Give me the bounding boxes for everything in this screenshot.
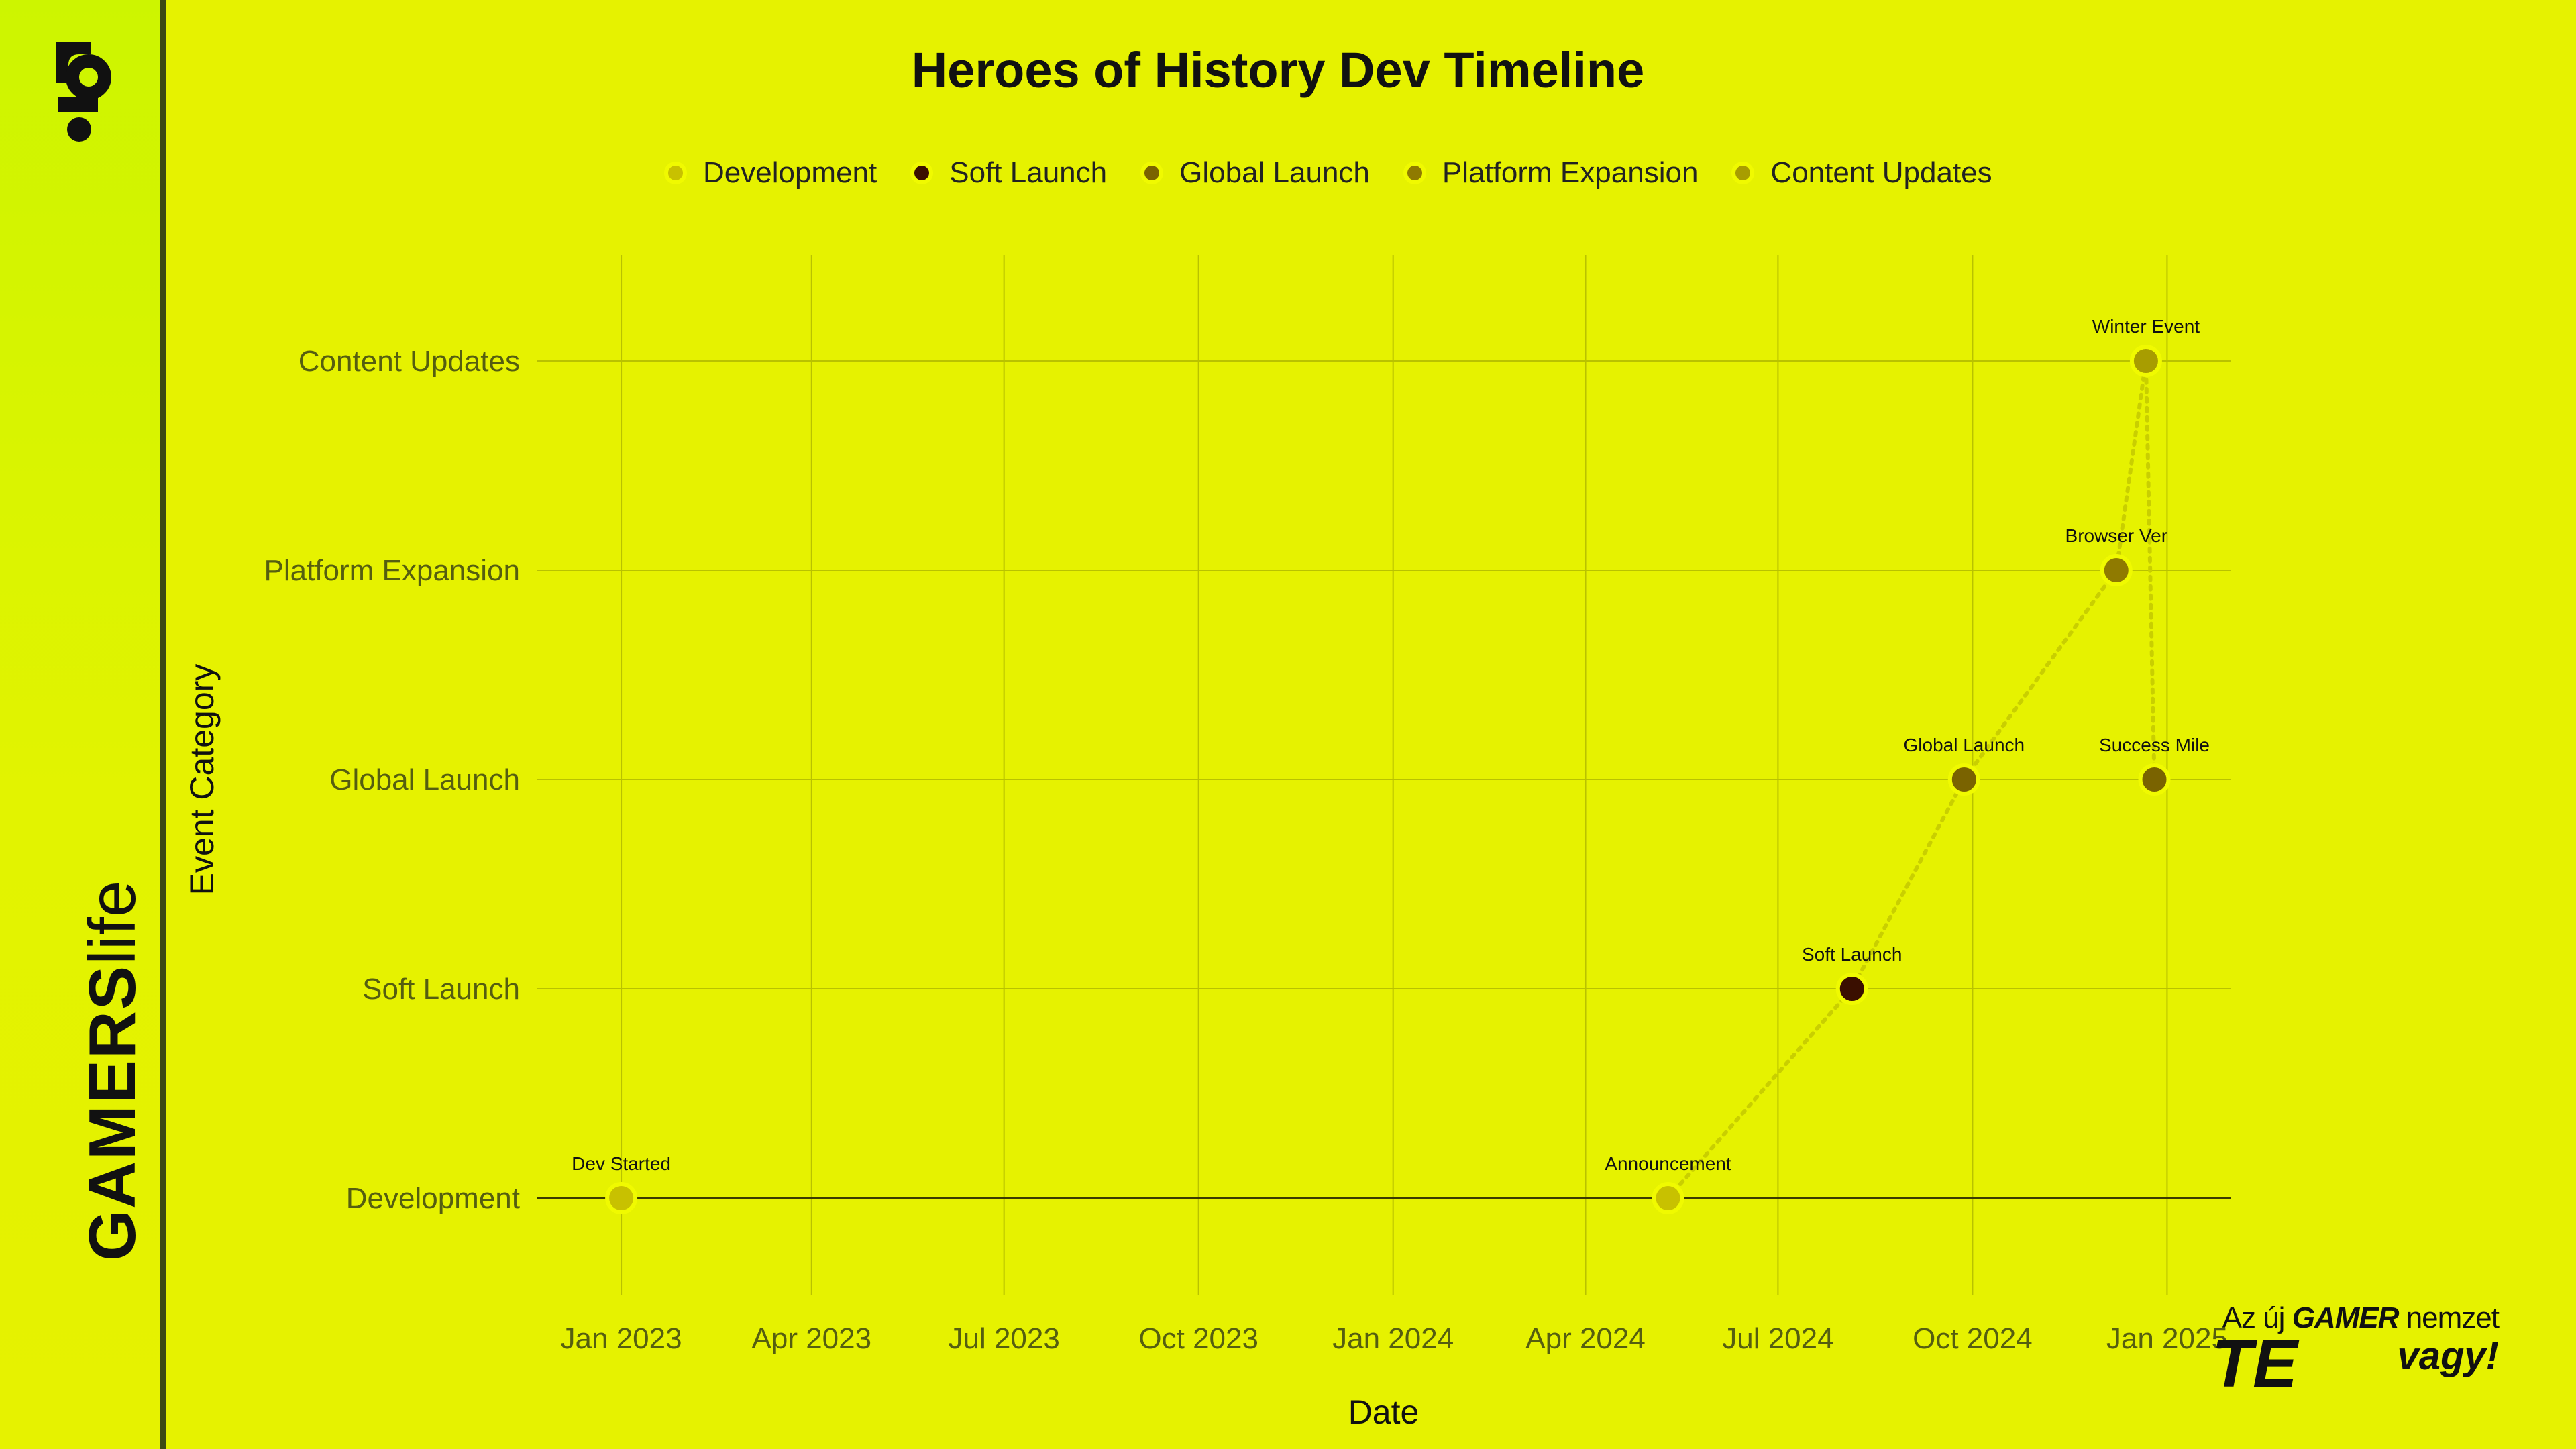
slogan-line: Az új GAMER nemzet — [2222, 1301, 2500, 1335]
y-tick-label: Platform Expansion — [264, 554, 520, 587]
point-label-winter-event: Winter Event — [2092, 316, 2200, 337]
point-soft-launch — [1835, 973, 1868, 1005]
point-label-success-mile: Success Mile — [2099, 735, 2210, 755]
legend-item-soft-launch: Soft Launch — [910, 156, 1107, 190]
point-announcement — [1652, 1182, 1684, 1214]
x-tick-label: Apr 2024 — [1525, 1322, 1646, 1355]
gamerslife-logo-icon — [56, 42, 111, 142]
y-tick-label: Soft Launch — [362, 973, 520, 1006]
y-tick-label: Content Updates — [299, 345, 520, 378]
x-axis-title: Date — [1348, 1393, 1419, 1431]
point-label-announcement: Announcement — [1605, 1153, 1731, 1174]
point-browser-ver — [2100, 554, 2133, 586]
legend-item-content-updates: Content Updates — [1731, 156, 1992, 190]
legend-swatch-development — [664, 162, 687, 184]
legend-item-development: Development — [664, 156, 877, 190]
slogan-te: TE — [2212, 1326, 2298, 1401]
legend-item-platform-expansion: Platform Expansion — [1403, 156, 1699, 190]
slogan-prefix: Az új — [2222, 1301, 2286, 1334]
slogan-suffix: nemzet — [2406, 1301, 2500, 1334]
chart-legend: Development Soft Launch Global Launch Platf… — [664, 153, 2026, 193]
legend-swatch-soft-launch — [910, 162, 934, 184]
point-winter-event — [2129, 345, 2162, 377]
x-tick-label: Jan 2024 — [1332, 1322, 1454, 1355]
sidebar: GAMERSlife — [0, 0, 166, 1449]
legend-swatch-platform-expansion — [1403, 162, 1426, 184]
point-label-browser-ver: Browser Ver — [2065, 525, 2168, 546]
x-tick-label: Jul 2024 — [1722, 1322, 1833, 1355]
legend-swatch-content-updates — [1731, 162, 1755, 184]
x-tick-label: Jan 2025 — [2106, 1322, 2228, 1355]
point-dev-started — [605, 1182, 638, 1214]
legend-label: Platform Expansion — [1442, 156, 1699, 189]
point-label-soft-launch: Soft Launch — [1802, 944, 1902, 965]
legend-label: Development — [703, 156, 877, 189]
y-axis-title: Event Category — [183, 664, 221, 896]
slogan-vagy: vagy! — [2397, 1334, 2499, 1378]
point-label-global-launch: Global Launch — [1904, 735, 2025, 755]
x-tick-label: Oct 2023 — [1138, 1322, 1258, 1355]
y-tick-label: Global Launch — [329, 763, 520, 796]
y-tick-label: Development — [346, 1182, 520, 1215]
legend-label: Global Launch — [1179, 156, 1370, 189]
x-tick-label: Oct 2024 — [1913, 1322, 2033, 1355]
legend-item-global-launch: Global Launch — [1140, 156, 1370, 190]
x-tick-label: Jan 2023 — [561, 1322, 682, 1355]
legend-label: Content Updates — [1770, 156, 1992, 189]
timeline-connector-line — [1666, 360, 2157, 1200]
point-global-launch — [1947, 763, 1980, 796]
x-tick-label: Jul 2023 — [948, 1322, 1059, 1355]
legend-label: Soft Launch — [949, 156, 1108, 189]
x-tick-label: Apr 2023 — [752, 1322, 872, 1355]
legend-swatch-global-launch — [1140, 162, 1164, 184]
chart-title: Heroes of History Dev Timeline — [911, 42, 1645, 98]
point-success-mile — [2138, 763, 2171, 796]
slogan: Az új GAMER nemzet TE vagy! — [2150, 1301, 2500, 1402]
slogan-gamer: GAMER — [2292, 1301, 2400, 1334]
point-label-dev-started: Dev Started — [572, 1153, 671, 1174]
